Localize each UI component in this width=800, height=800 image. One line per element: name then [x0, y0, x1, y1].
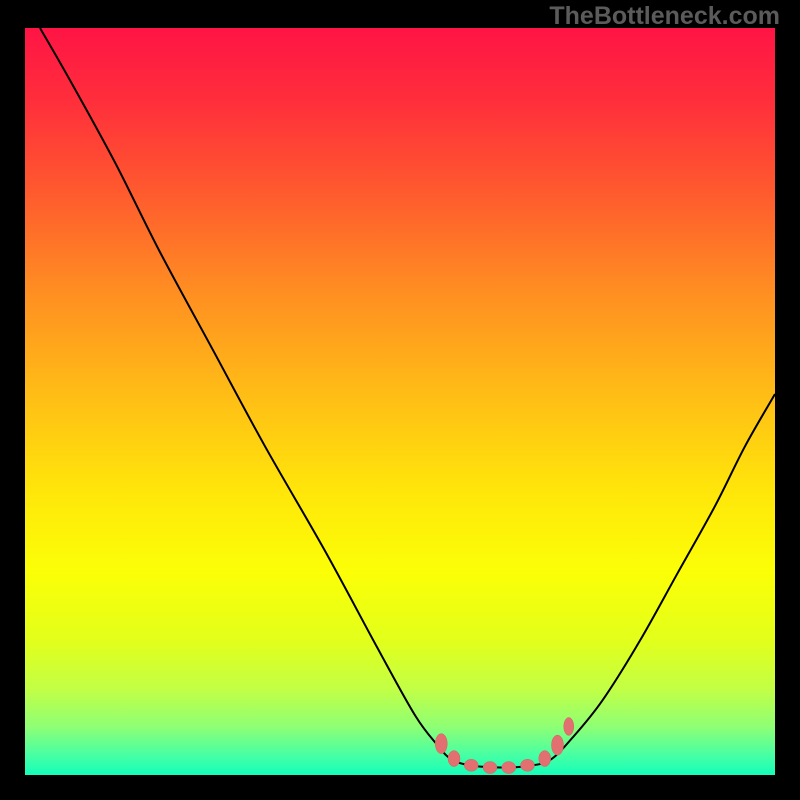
watermark-text: TheBottleneck.com: [549, 2, 780, 31]
trough-marker: [564, 717, 574, 735]
chart-svg: [25, 28, 775, 775]
trough-marker: [539, 751, 551, 767]
trough-marker: [502, 762, 516, 774]
gradient-background: [25, 28, 775, 775]
trough-marker: [464, 759, 478, 771]
trough-marker: [435, 734, 447, 754]
trough-marker: [483, 762, 497, 774]
trough-marker: [521, 759, 535, 771]
trough-marker: [552, 735, 564, 755]
trough-marker: [448, 751, 460, 767]
plot-area: [25, 28, 775, 775]
